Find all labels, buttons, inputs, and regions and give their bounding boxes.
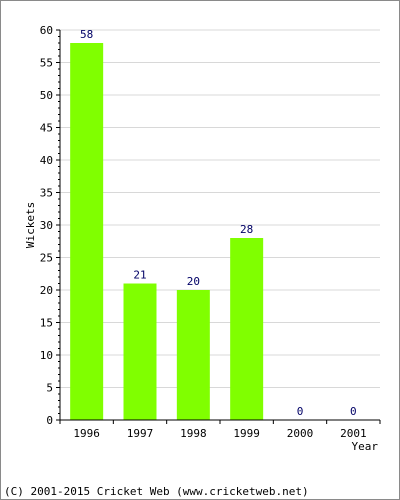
- bars: [70, 43, 264, 420]
- data-label: 0: [350, 405, 357, 418]
- x-tick-label: 1997: [127, 427, 154, 440]
- y-ticks: 0 5 10 15 20 25 30 35 40 45 50 55 60: [40, 24, 60, 427]
- y-tick-label: 40: [40, 154, 53, 167]
- y-tick-label: 45: [40, 122, 53, 135]
- x-tick-label: 1998: [180, 427, 207, 440]
- data-label: 21: [133, 269, 146, 282]
- x-ticks: 1996 1997 1998 1999 2000 2001: [59, 420, 381, 440]
- y-axis-title: Wickets: [24, 202, 37, 248]
- y-tick-label: 5: [46, 382, 53, 395]
- data-labels: 58 21 20 28 0 0: [80, 28, 357, 418]
- y-tick-label: 25: [40, 252, 53, 265]
- y-tick-label: 10: [40, 349, 53, 362]
- y-tick-label: 60: [40, 24, 53, 37]
- y-tick-label: 35: [40, 187, 53, 200]
- y-tick-label: 0: [46, 414, 53, 427]
- y-tick-label: 30: [40, 219, 53, 232]
- data-label: 20: [187, 275, 200, 288]
- y-tick-label: 55: [40, 57, 53, 70]
- x-tick-label: 2000: [287, 427, 314, 440]
- grid-lines: [60, 29, 380, 388]
- y-tick-label: 50: [40, 89, 53, 102]
- x-tick-label: 2001: [340, 427, 367, 440]
- bar: [123, 283, 157, 420]
- x-tick-label: 1996: [73, 427, 100, 440]
- data-label: 0: [297, 405, 304, 418]
- bar: [70, 43, 104, 420]
- y-tick-label: 15: [40, 317, 53, 330]
- bar: [176, 290, 210, 420]
- data-label: 28: [240, 223, 253, 236]
- bar: [230, 238, 264, 420]
- data-label: 58: [80, 28, 93, 41]
- x-tick-label: 1999: [233, 427, 260, 440]
- footer-copyright: (C) 2001-2015 Cricket Web (www.cricketwe…: [4, 485, 309, 498]
- x-axis-title: Year: [352, 440, 379, 453]
- y-tick-label: 20: [40, 284, 53, 297]
